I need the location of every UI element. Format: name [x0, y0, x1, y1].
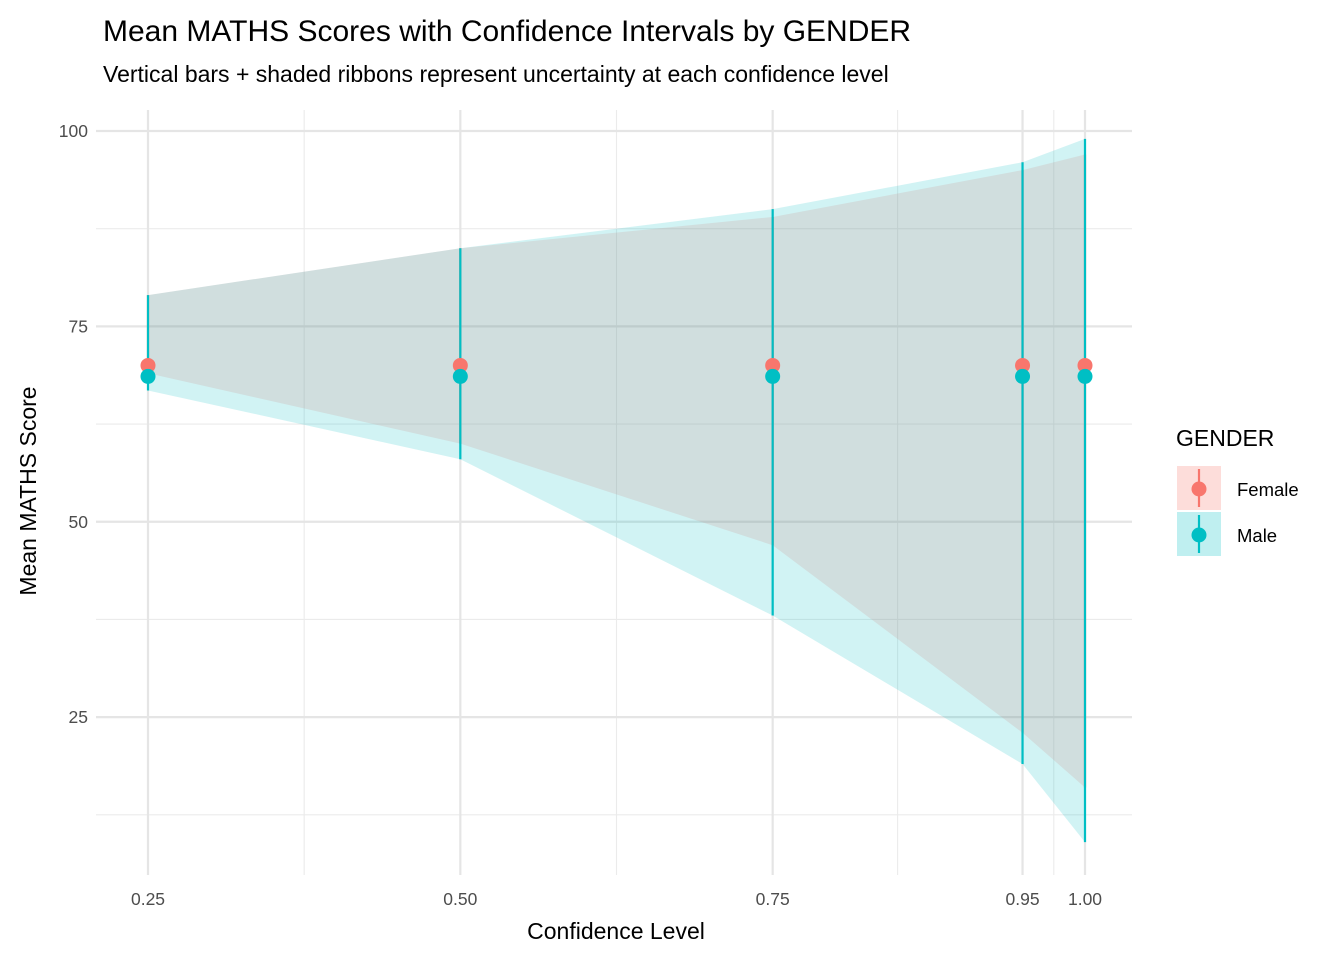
y-tick-label: 75 [69, 316, 88, 336]
legend-title: GENDER [1176, 425, 1274, 451]
y-ticks: 25 50 75 100 [59, 121, 88, 727]
legend-label: Male [1237, 525, 1277, 546]
point-male [452, 368, 468, 384]
x-axis-title: Confidence Level [527, 918, 705, 944]
x-ticks: 0.25 0.50 0.75 0.95 1.00 [131, 889, 1102, 909]
point-male [1015, 368, 1031, 384]
point-female [765, 357, 781, 373]
x-tick-label: 0.25 [131, 889, 165, 909]
legend-label: Female [1237, 479, 1299, 500]
chart-title: Mean MATHS Scores with Confidence Interv… [103, 15, 911, 48]
legend-key-point-male [1191, 527, 1207, 543]
ribbon-female [148, 154, 1085, 788]
point-male [140, 368, 156, 384]
points [140, 357, 1093, 384]
point-male [765, 368, 781, 384]
y-tick-label: 25 [69, 707, 88, 727]
legend-key-point-female [1191, 481, 1207, 497]
legend: GENDER Female Male [1176, 425, 1299, 556]
point-female [140, 357, 156, 373]
point-male [1077, 368, 1093, 384]
ribbons [148, 138, 1085, 843]
ribbon-male [148, 138, 1085, 843]
point-female [1015, 357, 1031, 373]
y-tick-label: 100 [59, 121, 88, 141]
x-tick-label: 1.00 [1068, 889, 1102, 909]
chart-subtitle: Vertical bars + shaded ribbons represent… [103, 61, 889, 87]
point-female [1077, 357, 1093, 373]
x-tick-label: 0.75 [756, 889, 790, 909]
point-female [452, 357, 468, 373]
x-tick-label: 0.95 [1006, 889, 1040, 909]
y-axis-title: Mean MATHS Score [15, 386, 41, 595]
y-tick-label: 50 [69, 512, 89, 532]
x-tick-label: 0.50 [443, 889, 477, 909]
